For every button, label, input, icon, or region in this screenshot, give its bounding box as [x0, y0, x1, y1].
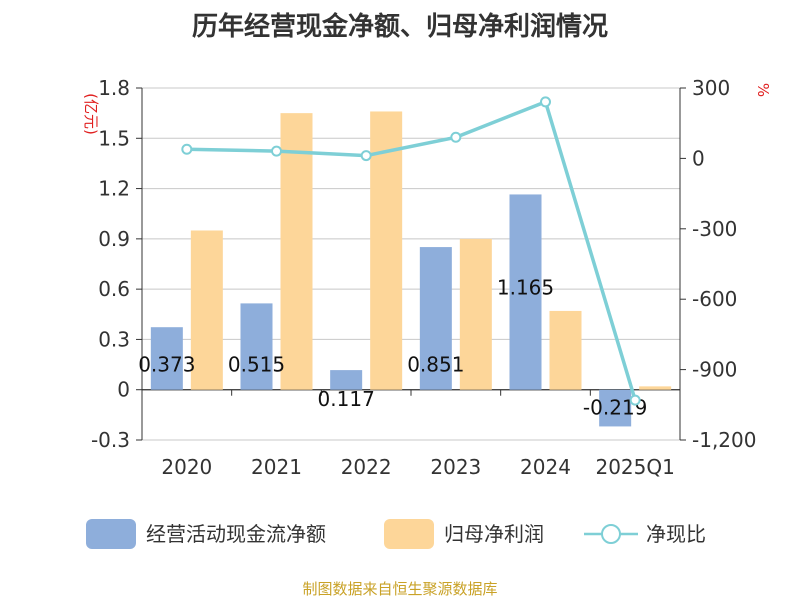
legend-label-ratio: 净现比: [646, 522, 706, 546]
right-tick-label: -1,200: [692, 428, 756, 452]
ratio-point-2021: [271, 145, 282, 157]
chart-title: 历年经营现金净额、归母净利润情况: [191, 12, 608, 42]
x-tick-label: 2020: [161, 455, 212, 479]
right-tick-label: -900: [692, 358, 737, 382]
left-tick-label: 0.3: [98, 327, 130, 351]
left-tick-label: 0.9: [98, 227, 130, 251]
cashflow-bar-2023: [419, 247, 452, 390]
legend-label-cashflow: 经营活动现金流净额: [146, 522, 326, 546]
cashflow-bar-2024: [509, 194, 542, 390]
cashflow-bar-2025Q1: [599, 389, 632, 427]
legend-label-netprofit: 归母净利润: [444, 522, 544, 546]
netprofit-bar-2024: [549, 310, 582, 390]
cashflow-data-label: 0.515: [228, 353, 285, 377]
netprofit-bar-2020: [190, 230, 223, 390]
legend-swatch-ratio-marker: [601, 524, 621, 544]
right-axis-unit: %: [754, 83, 772, 97]
cashflow-data-label: 1.165: [497, 275, 554, 299]
x-tick-label: 2025Q1: [595, 455, 674, 479]
netprofit-bar-2021: [280, 113, 313, 390]
x-tick-label: 2024: [520, 455, 571, 479]
x-tick-label: 2021: [251, 455, 302, 479]
ratio-point-2023: [450, 131, 462, 143]
left-tick-label: 1.8: [98, 76, 130, 100]
ratio-point-2022: [360, 150, 372, 162]
legend-swatch-cashflow: [86, 519, 136, 549]
right-tick-label: -300: [692, 217, 737, 241]
ratio-point-2024: [540, 96, 551, 108]
ratio-point-2020: [181, 143, 193, 155]
ratio-line: [186, 99, 637, 401]
cashflow-data-label: 0.373: [138, 353, 195, 377]
source-note: 制图数据来自恒生聚源数据库: [302, 580, 498, 598]
netprofit-bar-2023: [459, 238, 492, 390]
x-tick-label: 2022: [341, 455, 392, 479]
left-tick-label: 0: [117, 378, 130, 402]
netprofit-bar-2025Q1: [639, 386, 672, 390]
cashflow-data-label: 0.851: [407, 353, 464, 377]
left-tick-label: 1.5: [98, 126, 130, 150]
right-tick-label: 0: [692, 146, 705, 170]
cashflow-data-label: 0.117: [318, 387, 375, 411]
x-tick-label: 2023: [430, 455, 481, 479]
left-tick-label: -0.3: [91, 428, 130, 452]
cashflow-bar-2021: [240, 303, 273, 390]
cashflow-bar-2022: [330, 370, 363, 390]
right-tick-label: 300: [692, 76, 730, 100]
left-tick-label: 0.6: [98, 277, 130, 301]
right-tick-label: -600: [692, 287, 737, 311]
left-axis-unit: (亿元): [82, 93, 100, 135]
ratio-point-2025Q1: [629, 394, 641, 406]
netprofit-bar-2022: [370, 111, 403, 390]
cashflow-bar-2020: [150, 327, 183, 390]
left-tick-label: 1.2: [98, 177, 130, 201]
legend-swatch-netprofit: [384, 519, 434, 549]
